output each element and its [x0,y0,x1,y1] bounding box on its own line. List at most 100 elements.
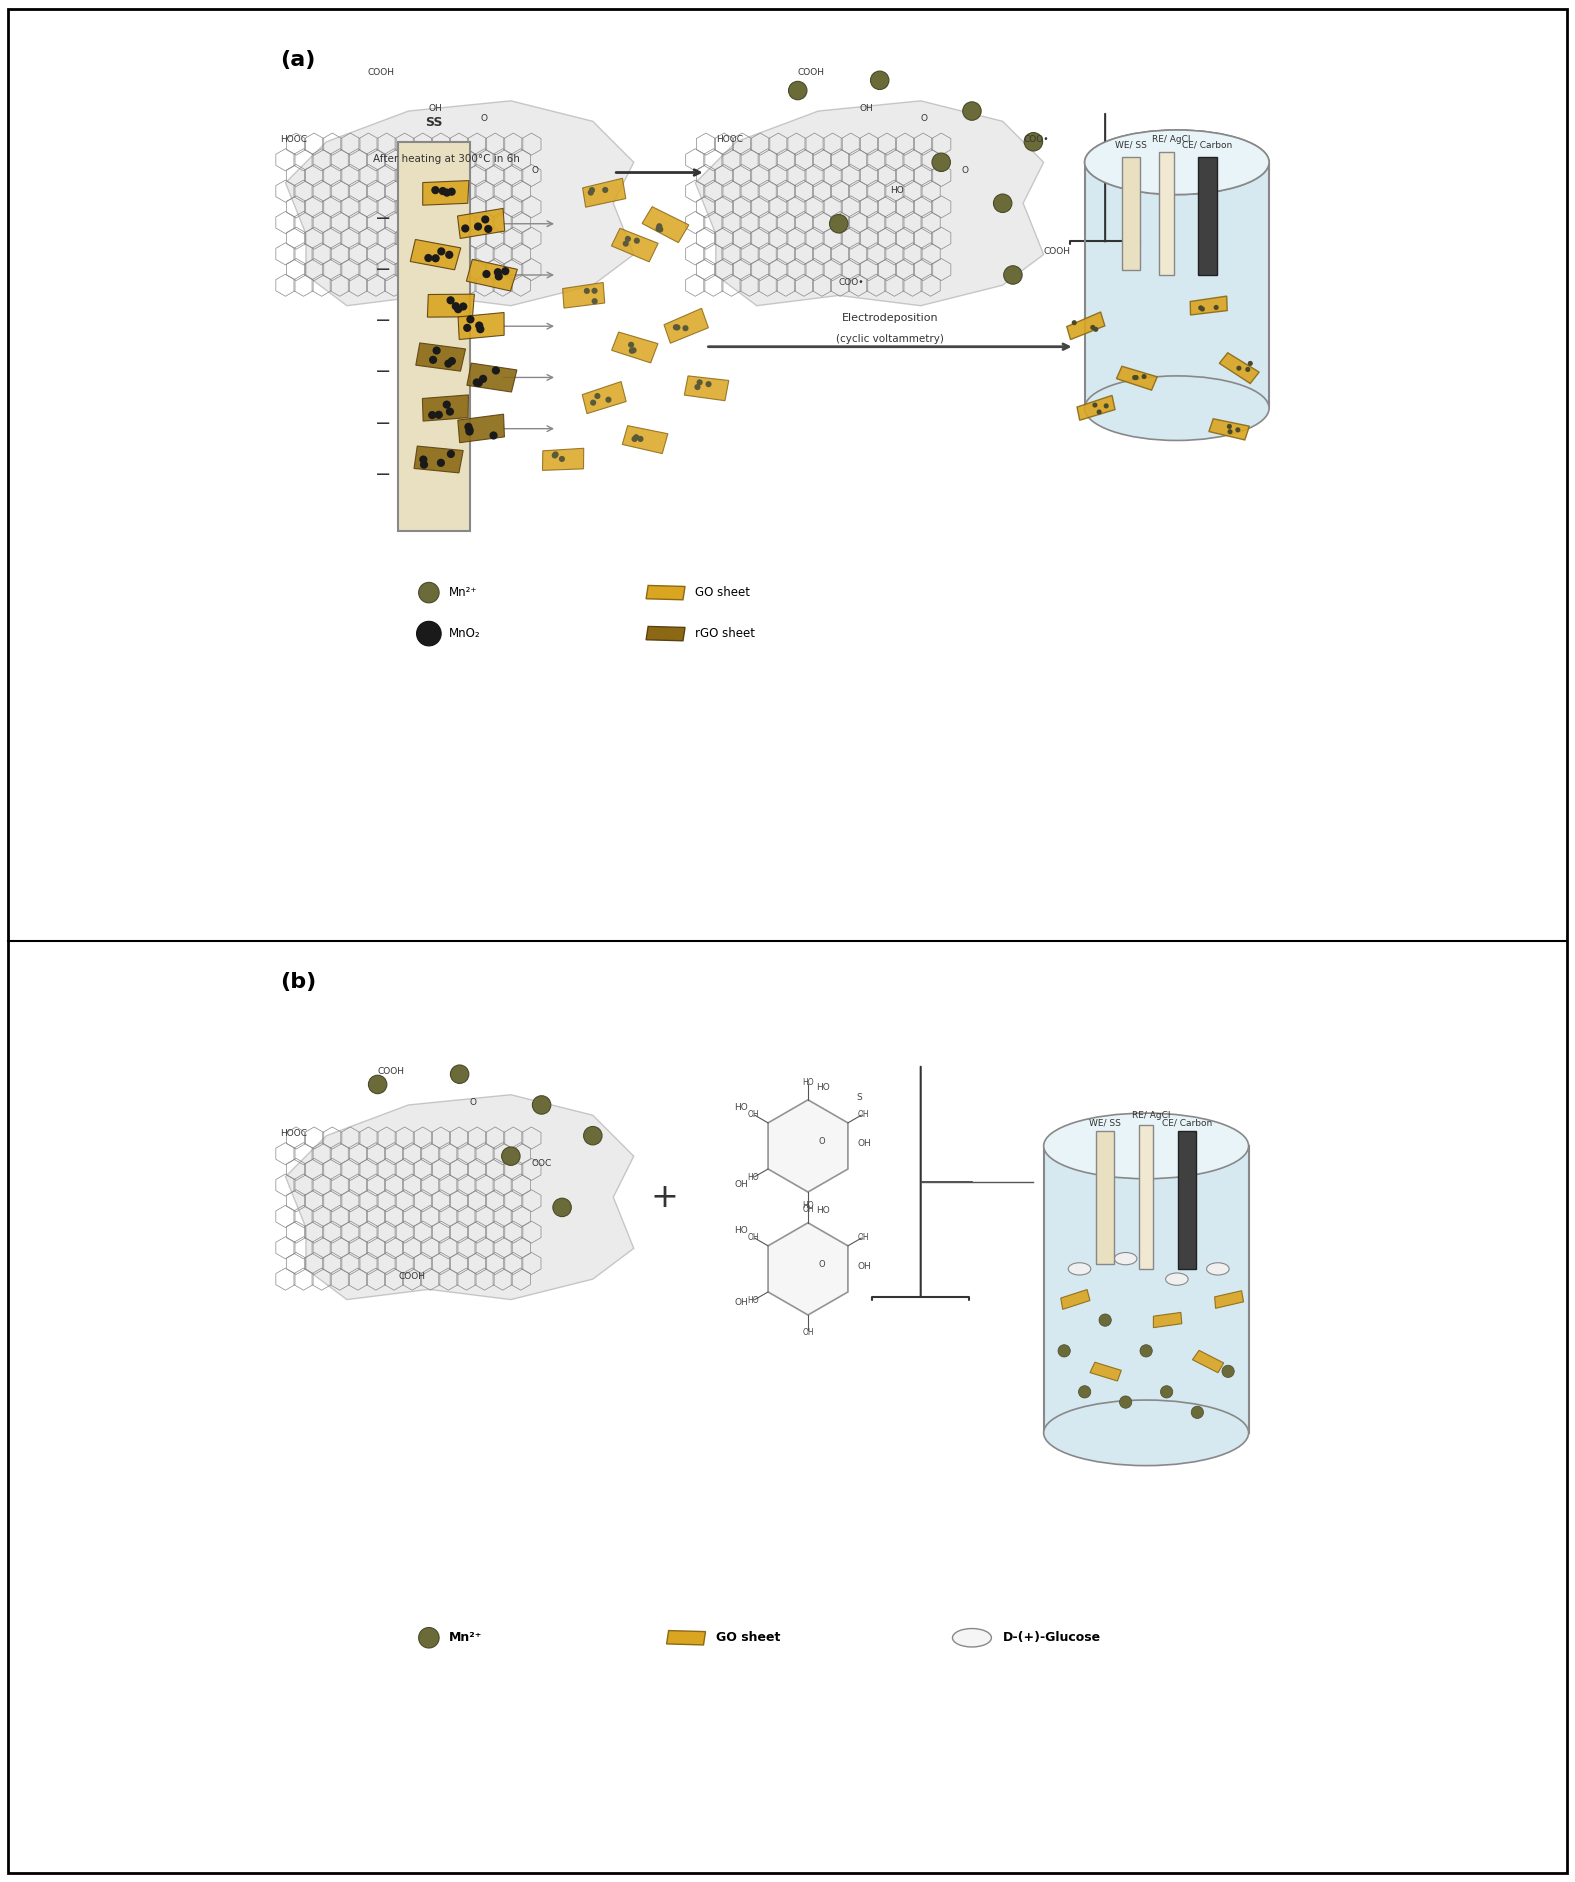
Circle shape [461,224,469,233]
Text: GO sheet: GO sheet [715,1632,780,1645]
Text: COOH: COOH [398,279,425,288]
Text: RE/ AgCl: RE/ AgCl [1153,136,1191,143]
Text: O: O [921,115,928,124]
Text: Mn²⁺: Mn²⁺ [449,585,477,598]
Text: MnO₂: MnO₂ [449,627,480,640]
Circle shape [450,1065,469,1084]
Polygon shape [285,1095,633,1300]
Circle shape [419,582,439,602]
Text: HO: HO [734,1225,748,1235]
Text: OH: OH [747,1110,759,1118]
Circle shape [584,1127,602,1144]
Circle shape [584,288,591,294]
Circle shape [628,348,635,354]
Text: −: − [375,363,391,382]
Polygon shape [416,343,466,371]
Polygon shape [622,425,668,454]
FancyBboxPatch shape [398,141,469,531]
Circle shape [1024,132,1043,151]
Circle shape [630,346,636,354]
Circle shape [673,324,679,331]
Circle shape [484,224,493,233]
Circle shape [682,326,688,331]
Text: RE/ AgCl: RE/ AgCl [1132,1110,1170,1120]
Polygon shape [427,294,474,318]
Text: OH: OH [747,1233,759,1242]
Polygon shape [542,448,584,470]
Polygon shape [285,102,633,305]
Circle shape [369,1075,387,1093]
Circle shape [438,247,446,256]
Circle shape [696,380,702,386]
Text: HO: HO [747,1297,759,1304]
Circle shape [657,224,663,230]
Circle shape [465,423,472,431]
Circle shape [443,401,450,408]
Polygon shape [422,395,468,422]
Circle shape [495,267,502,277]
Circle shape [424,254,433,262]
Circle shape [605,397,611,403]
Circle shape [551,452,558,459]
Circle shape [1096,410,1101,414]
Circle shape [466,425,474,435]
Polygon shape [422,181,469,205]
Circle shape [1093,403,1098,408]
Circle shape [476,322,484,329]
Text: OH: OH [857,1110,869,1118]
Ellipse shape [1068,1263,1091,1274]
Text: OH: OH [734,1299,748,1306]
Circle shape [633,237,639,245]
Circle shape [1227,429,1233,435]
Text: CE/ Carbon: CE/ Carbon [1162,1118,1213,1127]
Text: OH: OH [802,1204,814,1214]
Text: COOH: COOH [378,1067,405,1077]
Circle shape [452,303,460,311]
Circle shape [482,269,490,279]
Circle shape [638,437,644,442]
Circle shape [592,288,597,294]
Circle shape [476,326,485,333]
Text: O: O [480,115,487,124]
Circle shape [594,393,600,399]
Text: −: − [375,414,391,433]
Circle shape [1079,1385,1091,1398]
Circle shape [1222,1364,1235,1378]
Circle shape [1140,1346,1153,1357]
Text: HOOC: HOOC [280,1129,307,1139]
Text: HO: HO [734,1103,748,1112]
Circle shape [501,267,509,275]
Circle shape [439,186,447,196]
Circle shape [628,343,635,348]
Text: −: − [375,209,391,228]
Polygon shape [466,260,517,292]
Polygon shape [583,179,625,207]
Circle shape [1200,307,1205,312]
Text: OH: OH [857,1263,871,1270]
Circle shape [871,72,888,90]
Circle shape [419,1628,439,1649]
Circle shape [479,375,487,382]
Text: +: + [650,1180,679,1214]
FancyBboxPatch shape [1199,158,1217,275]
Circle shape [994,194,1011,213]
Circle shape [1071,320,1077,326]
Circle shape [491,367,499,375]
Text: HO: HO [816,1082,830,1092]
Polygon shape [643,207,688,243]
Circle shape [460,303,468,311]
Text: HO: HO [802,1201,814,1210]
Polygon shape [769,1099,847,1191]
Circle shape [465,427,474,435]
Ellipse shape [1115,1253,1137,1265]
Circle shape [1134,375,1139,380]
Polygon shape [1077,395,1115,420]
Circle shape [447,188,455,196]
Text: O: O [819,1137,825,1146]
Ellipse shape [1044,1400,1249,1466]
Polygon shape [1117,367,1158,390]
Polygon shape [1090,1363,1121,1381]
FancyBboxPatch shape [1178,1131,1197,1268]
Circle shape [436,459,446,467]
Circle shape [446,408,454,416]
